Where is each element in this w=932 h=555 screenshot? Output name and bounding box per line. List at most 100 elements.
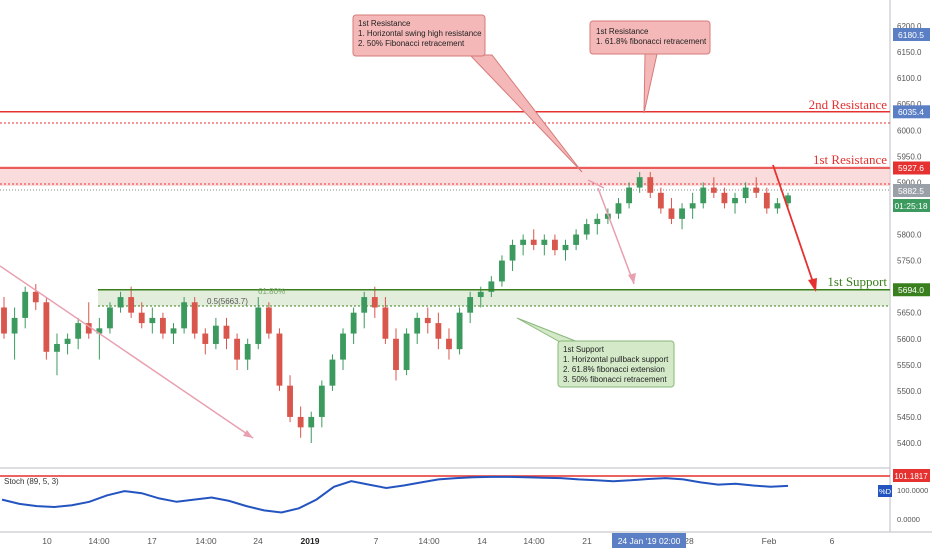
arrowhead	[243, 430, 253, 438]
price-badge-text: 5882.5	[898, 186, 924, 196]
candle-body	[626, 187, 632, 204]
candle	[393, 328, 399, 381]
svg-text:6180.5: 6180.5	[898, 30, 924, 40]
candle	[32, 284, 39, 311]
price-badge-1st-resistance	[893, 161, 930, 175]
level-name: 2nd Resistance	[809, 97, 888, 112]
candle-body	[382, 307, 389, 339]
candle	[774, 198, 781, 214]
candle-body	[732, 198, 738, 204]
candle-body	[75, 323, 82, 339]
candle	[64, 333, 71, 355]
candle-body	[615, 203, 622, 214]
candle-body	[32, 291, 39, 303]
candle	[520, 234, 527, 256]
candle	[742, 182, 749, 204]
candle-body	[446, 338, 452, 350]
y-tick-label: 5500.0	[897, 387, 922, 396]
candle	[689, 192, 696, 219]
candle	[530, 229, 537, 251]
candle	[340, 328, 346, 371]
candle-body	[54, 343, 60, 352]
price-axis[interactable]: 6200.0 6150.0 6100.0 6050.0 6000.0 5950.0 5900…	[897, 22, 922, 448]
candle	[382, 297, 389, 344]
candle-body	[541, 239, 548, 245]
candle	[43, 297, 50, 360]
candle-body	[128, 297, 135, 313]
candle-body	[562, 244, 569, 251]
candle	[647, 171, 654, 199]
candle-body	[308, 416, 315, 428]
candle	[456, 307, 463, 355]
callout-line: 2. 61.8% fibonacci extension	[563, 365, 665, 374]
support-zone	[98, 290, 890, 306]
stoch-value-badge	[893, 469, 930, 482]
price-badge-1st-support	[893, 283, 930, 297]
candle-body	[361, 297, 368, 313]
candle-body	[265, 307, 272, 334]
y-tick-label: 5400.0	[897, 439, 922, 448]
candle	[234, 333, 240, 371]
y-tick-label: 5750.0	[897, 257, 922, 266]
candle	[403, 328, 410, 376]
candle	[308, 411, 315, 443]
arrowhead	[628, 273, 636, 284]
crosshair-time-label: 24 Jan '19 02:00	[618, 536, 681, 546]
candle	[435, 312, 442, 350]
candle-body	[170, 328, 177, 334]
callout-line: 1. Horizontal pullback support	[563, 355, 669, 364]
candle	[594, 213, 601, 235]
y-tick-label: 5550.0	[897, 361, 922, 370]
main-pane	[0, 0, 890, 468]
x-tick-label: 2019	[301, 536, 320, 546]
candle	[615, 198, 622, 219]
candle-body	[244, 343, 251, 360]
candle-body	[552, 239, 558, 251]
candle-body	[414, 317, 421, 334]
callout-line: 1. Horizontal swing high resistance	[358, 29, 482, 38]
x-tick-label: 14:00	[418, 536, 440, 546]
candle-body	[96, 328, 103, 334]
candle	[318, 380, 325, 428]
candle	[732, 192, 738, 214]
candle-body	[403, 333, 410, 371]
y-tick-label: 5600.0	[897, 335, 922, 344]
candle-body	[742, 187, 749, 199]
candle-body	[456, 312, 463, 350]
candle-body	[64, 338, 71, 344]
stoch-legend-badge	[878, 485, 892, 497]
candle	[297, 406, 304, 438]
candle	[149, 307, 156, 334]
candle-body	[202, 333, 209, 344]
candle	[668, 198, 675, 225]
x-tick-label: 14:00	[88, 536, 110, 546]
candle-body	[117, 297, 124, 308]
price-badge-text: 5694.0	[898, 285, 924, 295]
candle-body	[11, 317, 18, 334]
indicator-title: Stoch (89, 5, 3)	[4, 477, 59, 486]
candle-body	[467, 297, 474, 313]
candle	[287, 375, 293, 423]
candle	[170, 323, 177, 344]
candle	[276, 328, 283, 391]
candle	[202, 328, 209, 355]
time-axis[interactable]: 10 14:00 17 14:00 24 2019 7 14:00 14 14:00 21 28 Feb…	[42, 536, 834, 546]
price-badge-text: 5927.6	[898, 163, 924, 173]
callout-title: 1st Support	[563, 345, 605, 354]
candle	[657, 187, 664, 214]
callout-line: 3. 50% fibonacci retracement	[563, 375, 667, 384]
candle	[371, 286, 378, 318]
candle	[128, 286, 135, 318]
y-tick-label: 6050.0	[897, 100, 922, 109]
candle	[255, 297, 262, 350]
y-tick-label: 5900.0	[897, 178, 922, 187]
candle-body	[668, 208, 675, 219]
candle-body	[340, 333, 346, 360]
fib-label: 0.5(5663.7)	[207, 297, 248, 306]
candle	[1, 297, 7, 339]
y-tick-label: 5650.0	[897, 309, 922, 318]
candle-body	[509, 244, 516, 261]
candle	[265, 302, 272, 339]
candle	[499, 255, 505, 287]
candle-body	[138, 312, 145, 324]
